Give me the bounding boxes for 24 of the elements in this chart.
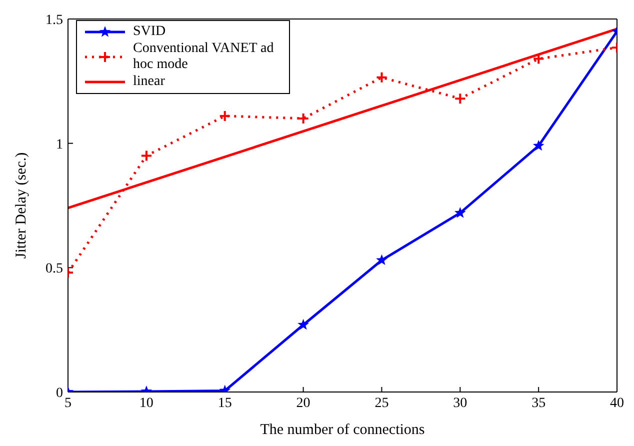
point bbox=[140, 150, 152, 162]
point bbox=[376, 254, 388, 266]
x-tick-label: 35 bbox=[532, 396, 546, 411]
x-tick-label: 20 bbox=[296, 396, 310, 411]
point bbox=[454, 92, 466, 105]
legend-label: linear bbox=[133, 74, 165, 90]
y-axis-title: Jitter Delay (sec.) bbox=[13, 152, 30, 259]
point bbox=[218, 110, 231, 122]
x-tick-label: 30 bbox=[453, 396, 468, 411]
point bbox=[532, 140, 544, 151]
x-tick-label: 10 bbox=[139, 396, 154, 411]
point bbox=[376, 71, 388, 84]
x-tick-label: 5 bbox=[64, 396, 72, 411]
y-tick-label: 1 bbox=[56, 137, 63, 152]
x-tick-label: 40 bbox=[610, 396, 624, 411]
y-tick-label: 0 bbox=[56, 386, 63, 401]
y-tick-label: 1.5 bbox=[46, 12, 63, 28]
x-tick-label: 15 bbox=[218, 396, 232, 411]
y-tick-label: 0.5 bbox=[46, 262, 63, 277]
x-axis-title: The number of connections bbox=[260, 422, 425, 438]
legend-label: SVID bbox=[133, 24, 166, 40]
point bbox=[298, 318, 309, 330]
x-tick-label: 25 bbox=[374, 396, 389, 411]
point bbox=[454, 206, 466, 218]
